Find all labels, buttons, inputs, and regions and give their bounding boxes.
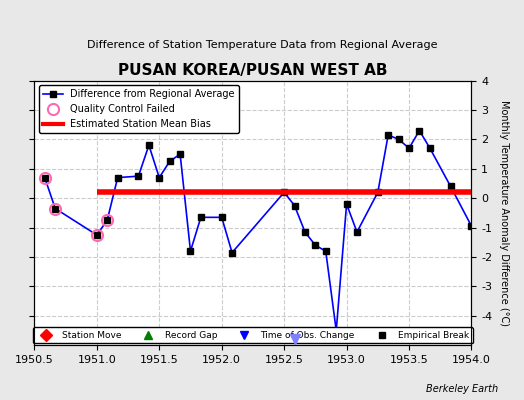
Text: Difference of Station Temperature Data from Regional Average: Difference of Station Temperature Data f… xyxy=(87,40,437,50)
Difference from Regional Average xyxy=(396,137,402,142)
Title: PUSAN KOREA/PUSAN WEST AB: PUSAN KOREA/PUSAN WEST AB xyxy=(118,63,388,78)
Difference from Regional Average xyxy=(416,128,422,133)
Difference from Regional Average xyxy=(291,203,298,208)
Difference from Regional Average xyxy=(281,190,287,195)
Difference from Regional Average xyxy=(385,132,391,137)
Difference from Regional Average xyxy=(167,159,173,164)
Quality Control Failed xyxy=(52,206,58,211)
Difference from Regional Average xyxy=(323,249,329,254)
Difference from Regional Average xyxy=(406,146,412,151)
Difference from Regional Average xyxy=(354,230,360,234)
Difference from Regional Average xyxy=(135,174,141,178)
Difference from Regional Average xyxy=(115,175,121,180)
Difference from Regional Average xyxy=(146,143,152,148)
Difference from Regional Average xyxy=(156,175,162,180)
Difference from Regional Average xyxy=(94,232,100,237)
Difference from Regional Average xyxy=(219,215,225,220)
Difference from Regional Average xyxy=(229,250,235,255)
Difference from Regional Average xyxy=(302,230,308,234)
Quality Control Failed xyxy=(104,218,111,223)
Quality Control Failed xyxy=(94,232,100,237)
Quality Control Failed xyxy=(41,175,48,180)
Difference from Regional Average xyxy=(468,224,475,228)
Difference from Regional Average xyxy=(343,202,350,206)
Difference from Regional Average xyxy=(52,206,58,211)
Line: Difference from Regional Average: Difference from Regional Average xyxy=(42,128,474,333)
Difference from Regional Average xyxy=(41,175,48,180)
Difference from Regional Average xyxy=(104,218,111,223)
Difference from Regional Average xyxy=(333,328,340,333)
Difference from Regional Average xyxy=(177,152,183,156)
Y-axis label: Monthly Temperature Anomaly Difference (°C): Monthly Temperature Anomaly Difference (… xyxy=(499,100,509,326)
Text: Berkeley Earth: Berkeley Earth xyxy=(425,384,498,394)
Difference from Regional Average xyxy=(447,184,454,189)
Difference from Regional Average xyxy=(312,243,319,248)
Difference from Regional Average xyxy=(188,249,194,254)
Difference from Regional Average xyxy=(375,190,381,195)
Legend: Station Move, Record Gap, Time of Obs. Change, Empirical Break: Station Move, Record Gap, Time of Obs. C… xyxy=(33,327,473,344)
Difference from Regional Average xyxy=(198,215,204,220)
Difference from Regional Average xyxy=(427,146,433,151)
Line: Quality Control Failed: Quality Control Failed xyxy=(39,172,113,240)
